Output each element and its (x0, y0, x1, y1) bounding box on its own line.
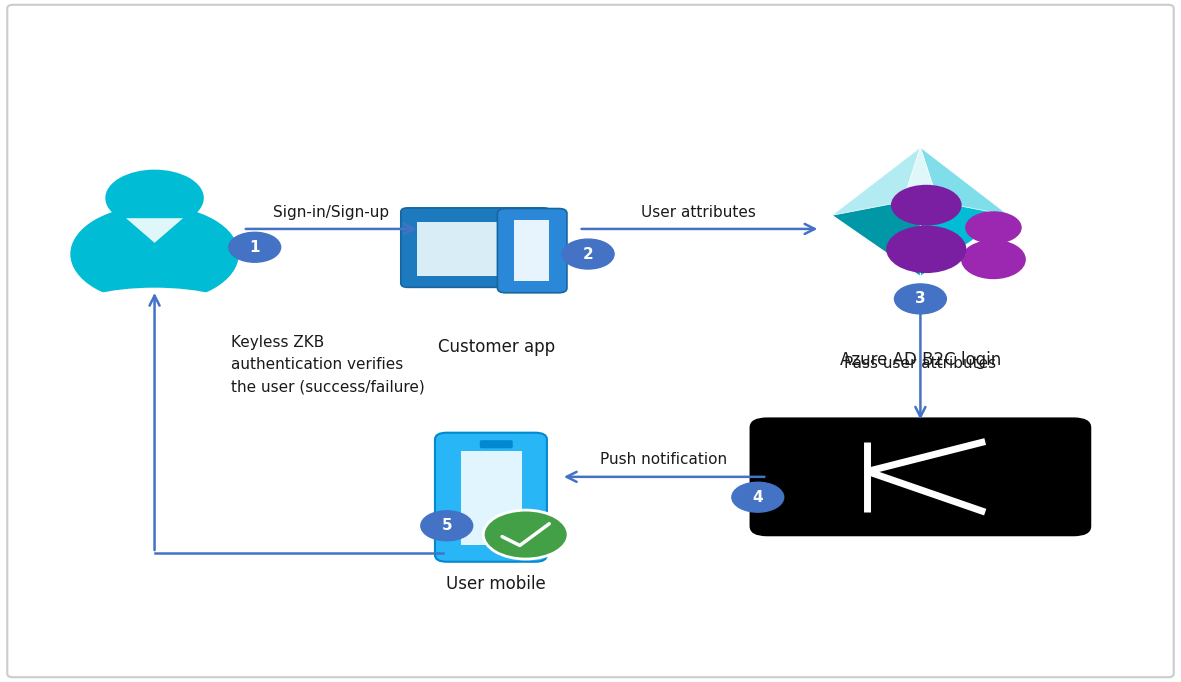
FancyBboxPatch shape (417, 222, 533, 276)
Polygon shape (902, 147, 938, 202)
Text: User mobile: User mobile (446, 576, 546, 593)
FancyBboxPatch shape (514, 220, 549, 281)
Text: 2: 2 (582, 247, 594, 262)
Ellipse shape (886, 226, 966, 273)
Circle shape (483, 510, 568, 559)
Circle shape (890, 185, 961, 226)
Polygon shape (920, 147, 1009, 276)
Text: Keyless ZKB
authentication verifies
the user (success/failure): Keyless ZKB authentication verifies the … (231, 335, 425, 394)
Text: Pass user attributes: Pass user attributes (844, 356, 997, 371)
Polygon shape (833, 147, 920, 276)
FancyBboxPatch shape (400, 208, 550, 287)
Text: 5: 5 (442, 518, 452, 533)
Circle shape (732, 482, 784, 512)
FancyBboxPatch shape (7, 5, 1174, 677)
Text: 3: 3 (915, 291, 926, 306)
Text: Azure AD B2C login: Azure AD B2C login (840, 351, 1001, 369)
FancyBboxPatch shape (750, 417, 1091, 536)
Circle shape (562, 239, 614, 269)
Circle shape (105, 170, 204, 226)
Ellipse shape (961, 240, 1026, 279)
Polygon shape (126, 218, 183, 243)
FancyBboxPatch shape (497, 209, 567, 293)
Text: User attributes: User attributes (641, 205, 756, 220)
Text: 1: 1 (249, 240, 260, 255)
Circle shape (420, 511, 472, 541)
Circle shape (965, 211, 1022, 244)
Circle shape (229, 233, 281, 262)
Text: Customer app: Customer app (438, 338, 555, 355)
FancyBboxPatch shape (435, 432, 547, 562)
FancyBboxPatch shape (461, 451, 522, 545)
Polygon shape (920, 147, 1009, 216)
Circle shape (894, 284, 946, 314)
Text: 4: 4 (752, 490, 763, 505)
Text: Push notification: Push notification (600, 452, 727, 467)
Ellipse shape (71, 288, 239, 333)
Ellipse shape (71, 205, 239, 303)
Polygon shape (833, 147, 920, 216)
Text: Sign-in/Sign-up: Sign-in/Sign-up (273, 205, 390, 220)
FancyBboxPatch shape (479, 440, 513, 448)
